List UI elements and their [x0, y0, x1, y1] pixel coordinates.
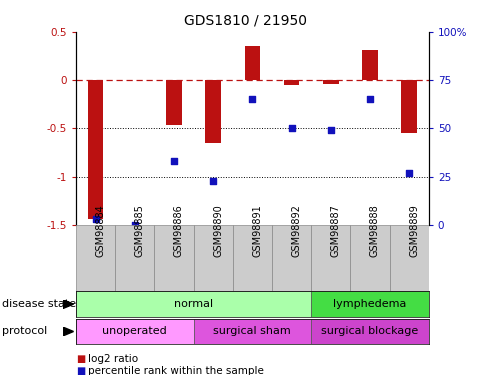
Bar	[311, 319, 429, 344]
Bar	[245, 46, 260, 80]
Point	[366, 96, 374, 102]
Bar	[115, 225, 154, 291]
Text: percentile rank within the sample: percentile rank within the sample	[88, 366, 264, 375]
Bar	[205, 80, 221, 143]
Text: unoperated: unoperated	[102, 327, 167, 336]
Text: surgical blockage: surgical blockage	[321, 327, 418, 336]
Bar	[401, 80, 417, 133]
Text: GSM98890: GSM98890	[213, 204, 223, 257]
Bar	[284, 80, 299, 85]
Text: lymphedema: lymphedema	[333, 299, 407, 309]
Bar	[323, 80, 339, 84]
Text: GSM98884: GSM98884	[96, 204, 105, 257]
Bar	[76, 291, 311, 317]
Bar	[350, 225, 390, 291]
Text: GSM98889: GSM98889	[409, 204, 419, 257]
Bar	[194, 319, 311, 344]
Point	[92, 216, 99, 222]
Text: GSM98888: GSM98888	[370, 204, 380, 257]
Text: ■: ■	[76, 366, 85, 375]
Point	[170, 158, 178, 164]
Bar	[194, 225, 233, 291]
Text: normal: normal	[174, 299, 213, 309]
Bar	[362, 50, 378, 80]
Bar	[76, 319, 194, 344]
Point	[131, 222, 139, 228]
Bar	[76, 225, 115, 291]
Bar	[154, 225, 194, 291]
Text: log2 ratio: log2 ratio	[88, 354, 138, 364]
Bar	[272, 225, 311, 291]
Bar	[311, 225, 350, 291]
Bar	[390, 225, 429, 291]
Text: GSM98892: GSM98892	[292, 204, 301, 257]
Text: GSM98891: GSM98891	[252, 204, 262, 257]
Text: GSM98885: GSM98885	[135, 204, 145, 257]
Point	[248, 96, 256, 102]
Bar	[166, 80, 182, 124]
Point	[327, 128, 335, 134]
Text: GDS1810 / 21950: GDS1810 / 21950	[183, 13, 307, 27]
Point	[288, 125, 295, 132]
Point	[405, 170, 413, 176]
Point	[209, 178, 217, 184]
Polygon shape	[63, 300, 74, 309]
Bar	[88, 80, 103, 219]
Text: GSM98887: GSM98887	[331, 204, 341, 257]
Text: disease state: disease state	[2, 299, 76, 309]
Bar	[233, 225, 272, 291]
Text: GSM98886: GSM98886	[174, 204, 184, 257]
Text: ■: ■	[76, 354, 85, 364]
Text: surgical sham: surgical sham	[214, 327, 291, 336]
Polygon shape	[63, 327, 74, 336]
Text: protocol: protocol	[2, 327, 48, 336]
Bar	[311, 291, 429, 317]
